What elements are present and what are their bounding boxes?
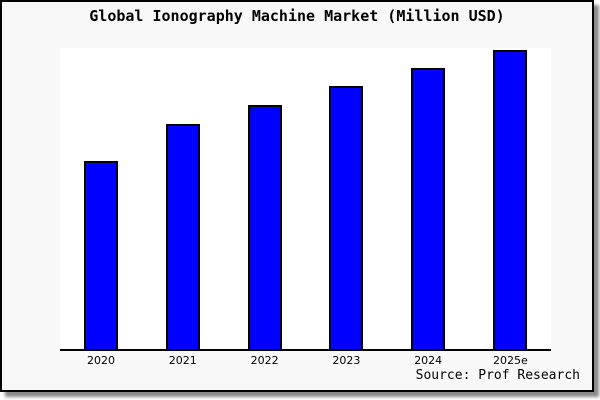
x-tick-label-2024: 2024	[414, 354, 443, 367]
bars-container	[60, 48, 551, 349]
chart-title: Global Ionography Machine Market (Millio…	[89, 7, 505, 25]
x-tick-label-2020: 2020	[87, 354, 115, 367]
bar-2020	[84, 161, 118, 349]
bar-2023	[329, 86, 364, 349]
x-tick-label-2025e: 2025e	[492, 354, 528, 367]
bar-2024	[411, 68, 446, 349]
bar-2025e	[492, 50, 527, 349]
plot-area	[60, 48, 551, 351]
chart-figure: Global Ionography Machine Market (Millio…	[0, 0, 594, 392]
bar-2021	[165, 124, 200, 349]
x-tick-label-2021: 2021	[168, 354, 197, 367]
bar-2022	[247, 105, 282, 349]
x-tick-label-2022: 2022	[250, 354, 279, 367]
source-note: Source: Prof Research	[415, 368, 580, 383]
x-axis-labels: 2020 2021 2022 2023 2024 2025e	[60, 354, 551, 367]
x-tick-label-2023: 2023	[332, 354, 361, 367]
